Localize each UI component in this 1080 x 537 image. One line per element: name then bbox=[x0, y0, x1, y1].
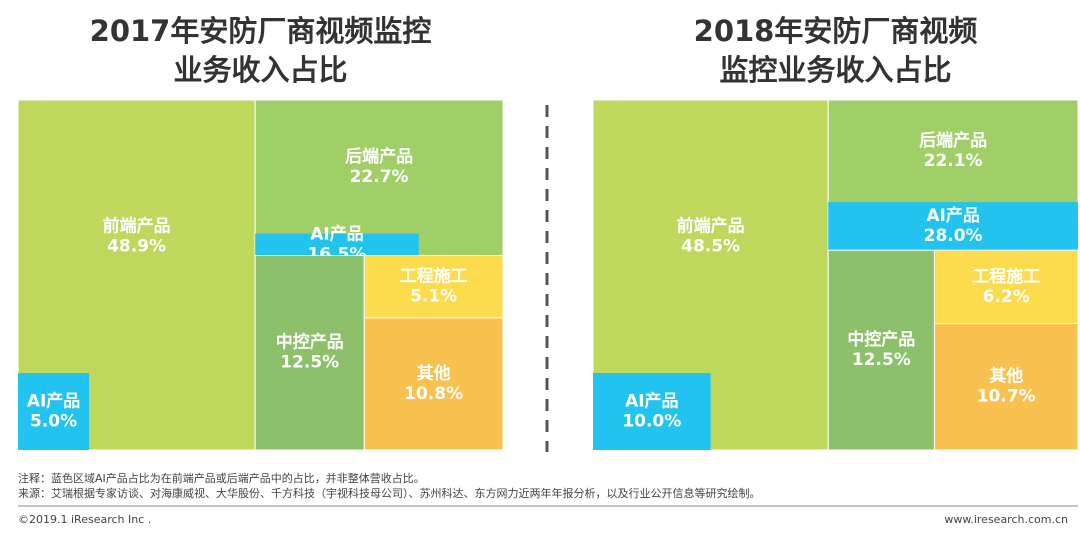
segment-value: 5.0% bbox=[30, 412, 77, 432]
segment-value: 48.5% bbox=[681, 237, 740, 257]
segment bbox=[933, 249, 1079, 324]
segment bbox=[363, 317, 504, 451]
segment-name: AI产品 bbox=[310, 224, 363, 245]
segment-value: 22.7% bbox=[350, 167, 409, 187]
chart-title: 监控业务收入占比 bbox=[719, 53, 951, 87]
segment bbox=[254, 254, 365, 451]
ai-segment bbox=[593, 373, 711, 450]
chart-title: 2017年安防厂商视频监控 bbox=[90, 14, 432, 48]
segment-value: 10.7% bbox=[977, 387, 1036, 407]
segment-value: 22.1% bbox=[924, 151, 983, 171]
segment-value: 10.8% bbox=[404, 384, 463, 404]
segment-name: 前端产品 bbox=[677, 216, 745, 237]
chart-title: 业务收入占比 bbox=[173, 53, 347, 87]
segment-value: 12.5% bbox=[280, 353, 339, 373]
segment-name: 其他 bbox=[989, 366, 1023, 387]
ai-segment bbox=[828, 202, 1078, 251]
segment-name: AI产品 bbox=[625, 391, 678, 412]
note: 注释：蓝色区域AI产品占比为在前端产品或后端产品中的占比，并非整体营收占比。 bbox=[18, 471, 425, 485]
segment bbox=[827, 249, 935, 451]
segment bbox=[254, 99, 504, 256]
segment-value: 28.0% bbox=[924, 226, 983, 246]
segment-value: 12.5% bbox=[852, 350, 911, 370]
copyright: ©2019.1 iResearch Inc . bbox=[18, 513, 151, 526]
segment-name: AI产品 bbox=[926, 205, 979, 226]
segment-value: 5.1% bbox=[410, 287, 457, 307]
segment-value: 10.0% bbox=[622, 412, 681, 432]
segment-name: AI产品 bbox=[27, 391, 80, 412]
segment-name: 工程施工 bbox=[400, 266, 468, 287]
segment-name: 后端产品 bbox=[345, 146, 413, 167]
segment-name: 前端产品 bbox=[103, 216, 171, 237]
website: www.iresearch.com.cn bbox=[944, 513, 1068, 526]
segment-name: 中控产品 bbox=[276, 332, 344, 353]
ai-segment bbox=[18, 373, 90, 450]
ai-segment bbox=[255, 233, 419, 256]
segment-value: 48.9% bbox=[107, 237, 166, 257]
segment-name: 工程施工 bbox=[972, 266, 1040, 287]
segment bbox=[363, 254, 504, 319]
chart-title: 2018年安防厂商视频 bbox=[694, 14, 978, 48]
segment-name: 中控产品 bbox=[847, 329, 915, 350]
segment-value: 6.2% bbox=[983, 287, 1030, 307]
segment bbox=[933, 322, 1079, 451]
segment-name: 后端产品 bbox=[919, 130, 987, 151]
segment-name: 其他 bbox=[417, 363, 451, 384]
source: 来源：艾瑞根据专家访谈、对海康威视、大华股份、千方科技（宇视科技母公司）、苏州科… bbox=[18, 486, 761, 500]
